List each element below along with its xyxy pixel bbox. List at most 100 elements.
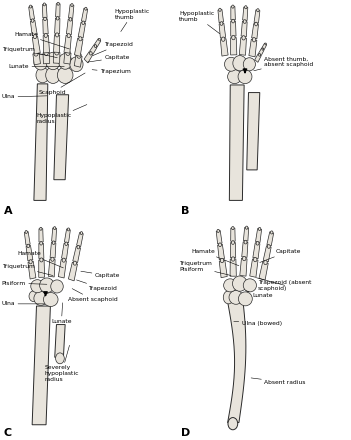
Circle shape bbox=[29, 260, 32, 264]
Polygon shape bbox=[66, 19, 73, 35]
Circle shape bbox=[67, 33, 70, 38]
Polygon shape bbox=[94, 38, 101, 47]
Circle shape bbox=[40, 227, 42, 230]
Circle shape bbox=[244, 240, 247, 244]
Polygon shape bbox=[255, 54, 261, 62]
Text: B: B bbox=[181, 205, 189, 216]
Polygon shape bbox=[240, 258, 247, 276]
Circle shape bbox=[27, 244, 29, 248]
Circle shape bbox=[53, 227, 56, 230]
Circle shape bbox=[271, 231, 273, 234]
Ellipse shape bbox=[57, 67, 73, 84]
Polygon shape bbox=[218, 244, 225, 260]
Circle shape bbox=[245, 226, 248, 229]
Circle shape bbox=[82, 21, 85, 25]
Text: Ulna: Ulna bbox=[2, 95, 47, 99]
Circle shape bbox=[55, 353, 64, 364]
Circle shape bbox=[44, 33, 47, 37]
Polygon shape bbox=[74, 38, 83, 56]
Polygon shape bbox=[61, 243, 68, 259]
Polygon shape bbox=[228, 302, 246, 422]
Circle shape bbox=[221, 37, 225, 41]
Polygon shape bbox=[32, 306, 51, 425]
Circle shape bbox=[69, 18, 72, 21]
Circle shape bbox=[33, 35, 37, 39]
Ellipse shape bbox=[233, 55, 247, 71]
Polygon shape bbox=[267, 232, 274, 246]
Polygon shape bbox=[39, 229, 43, 242]
Polygon shape bbox=[43, 19, 48, 34]
Ellipse shape bbox=[228, 70, 241, 84]
Ellipse shape bbox=[29, 291, 39, 302]
Text: A: A bbox=[4, 205, 12, 216]
Polygon shape bbox=[39, 260, 45, 277]
Text: Trapezoid: Trapezoid bbox=[93, 42, 133, 55]
Polygon shape bbox=[243, 7, 248, 21]
Text: Lunate: Lunate bbox=[246, 291, 272, 297]
Ellipse shape bbox=[51, 280, 63, 293]
Circle shape bbox=[55, 50, 59, 55]
Polygon shape bbox=[216, 231, 222, 244]
Polygon shape bbox=[64, 229, 70, 243]
Circle shape bbox=[232, 5, 234, 8]
Text: Capitate: Capitate bbox=[81, 271, 120, 278]
Polygon shape bbox=[250, 259, 258, 277]
Circle shape bbox=[232, 241, 234, 244]
Polygon shape bbox=[54, 95, 69, 180]
Polygon shape bbox=[247, 92, 260, 170]
Polygon shape bbox=[24, 231, 30, 245]
Circle shape bbox=[219, 243, 221, 246]
Text: Absent thumb,
absent scaphoid: Absent thumb, absent scaphoid bbox=[254, 57, 313, 71]
Ellipse shape bbox=[40, 278, 54, 293]
Text: Hamate: Hamate bbox=[191, 249, 239, 266]
Circle shape bbox=[56, 17, 59, 20]
Circle shape bbox=[267, 245, 270, 248]
Text: D: D bbox=[181, 428, 190, 438]
Polygon shape bbox=[229, 85, 244, 200]
Polygon shape bbox=[50, 242, 56, 258]
Circle shape bbox=[66, 50, 70, 55]
Polygon shape bbox=[243, 227, 249, 241]
Polygon shape bbox=[263, 246, 271, 262]
Circle shape bbox=[99, 39, 100, 41]
Circle shape bbox=[262, 48, 264, 50]
Circle shape bbox=[43, 3, 46, 6]
Polygon shape bbox=[64, 35, 71, 53]
Text: Capitate: Capitate bbox=[260, 249, 301, 263]
Circle shape bbox=[243, 20, 246, 23]
Polygon shape bbox=[64, 52, 71, 64]
Polygon shape bbox=[43, 35, 49, 53]
Circle shape bbox=[232, 36, 235, 40]
Polygon shape bbox=[39, 243, 44, 258]
Ellipse shape bbox=[70, 57, 83, 72]
Polygon shape bbox=[239, 37, 246, 55]
Circle shape bbox=[243, 257, 246, 261]
Text: Lunate: Lunate bbox=[51, 303, 72, 324]
Circle shape bbox=[232, 227, 234, 230]
Ellipse shape bbox=[46, 52, 60, 70]
Circle shape bbox=[40, 258, 43, 262]
Polygon shape bbox=[48, 259, 55, 277]
Ellipse shape bbox=[31, 280, 44, 293]
Text: Triquetrum
Pisiform: Triquetrum Pisiform bbox=[179, 261, 231, 275]
Text: Severely
hypoplastic
radius: Severely hypoplastic radius bbox=[44, 345, 79, 382]
Circle shape bbox=[242, 36, 245, 40]
Polygon shape bbox=[68, 262, 78, 281]
Polygon shape bbox=[256, 228, 261, 242]
Polygon shape bbox=[254, 10, 260, 23]
Text: Triquetrum: Triquetrum bbox=[2, 264, 53, 275]
Circle shape bbox=[65, 242, 68, 246]
Ellipse shape bbox=[232, 276, 247, 291]
Circle shape bbox=[79, 37, 82, 41]
Polygon shape bbox=[55, 4, 60, 17]
Text: Absent radius: Absent radius bbox=[251, 378, 305, 385]
Polygon shape bbox=[231, 7, 235, 20]
Circle shape bbox=[228, 418, 238, 430]
Circle shape bbox=[94, 45, 97, 48]
Polygon shape bbox=[230, 242, 236, 257]
Ellipse shape bbox=[225, 57, 238, 71]
Circle shape bbox=[77, 53, 81, 58]
Circle shape bbox=[44, 17, 46, 21]
Polygon shape bbox=[90, 44, 97, 54]
Circle shape bbox=[55, 33, 59, 37]
